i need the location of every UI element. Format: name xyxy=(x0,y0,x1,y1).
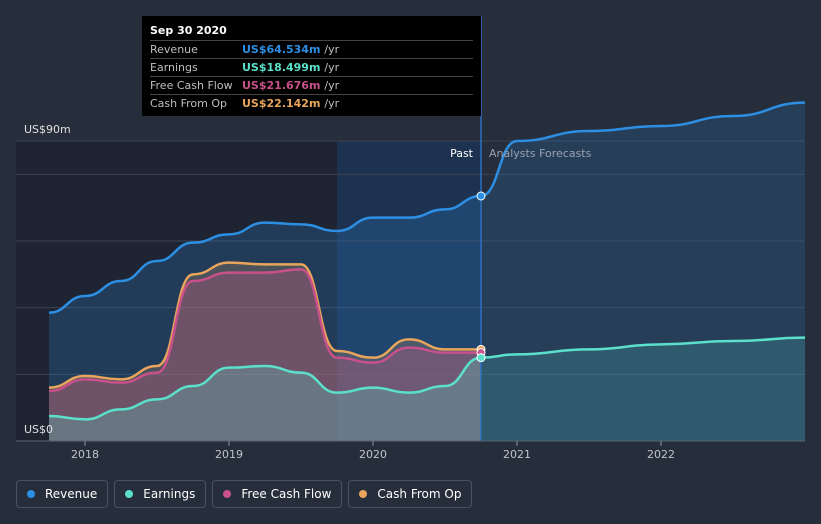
revenue-area xyxy=(49,196,481,441)
tooltip-value: US$64.534m xyxy=(242,43,321,56)
legend-dot-icon xyxy=(359,490,368,498)
forecast-label: Analysts Forecasts xyxy=(489,147,592,160)
x-tick-label: 2021 xyxy=(503,448,531,461)
earnings-marker xyxy=(476,353,486,363)
tooltip: Sep 30 2020 Revenue US$64.534m /yr Earni… xyxy=(142,16,481,116)
tooltip-value: US$21.676m xyxy=(242,79,321,92)
tooltip-row-free-cash-flow: Free Cash Flow US$21.676m /yr xyxy=(150,76,473,94)
tooltip-row-earnings: Earnings US$18.499m /yr xyxy=(150,58,473,76)
legend-dot-icon xyxy=(27,490,35,498)
tooltip-row-cash-from-op: Cash From Op US$22.142m /yr xyxy=(150,94,473,112)
legend-label: Revenue xyxy=(45,487,98,501)
legend-item-earnings[interactable]: Earnings xyxy=(114,480,207,508)
legend-label: Earnings xyxy=(143,487,196,501)
legend-dot-icon xyxy=(125,490,134,498)
legend-item-free-cash-flow[interactable]: Free Cash Flow xyxy=(212,480,343,508)
tooltip-label: Cash From Op xyxy=(150,97,228,110)
legend-label: Cash From Op xyxy=(377,487,462,501)
legend-label: Free Cash Flow xyxy=(241,487,332,501)
revenue-line xyxy=(48,194,482,314)
chart-legend: Revenue Earnings Free Cash Flow Cash Fro… xyxy=(16,480,473,508)
legend-dot-icon xyxy=(223,490,232,498)
y-axis-max-label: US$90m xyxy=(24,123,71,136)
revenue-forecast-line xyxy=(480,101,806,198)
earnings-forecast-area xyxy=(481,337,805,441)
free-cash-flow-line xyxy=(48,268,481,393)
earnings-line xyxy=(48,356,482,421)
revenue-marker xyxy=(476,191,486,201)
legend-item-cash-from-op[interactable]: Cash From Op xyxy=(348,480,473,508)
earnings-forecast-line xyxy=(480,336,806,359)
x-tick-label: 2020 xyxy=(359,448,387,461)
x-tick-label: 2019 xyxy=(215,448,243,461)
legend-item-revenue[interactable]: Revenue xyxy=(16,480,109,508)
tooltip-date: Sep 30 2020 xyxy=(150,24,227,37)
tooltip-label: Earnings xyxy=(150,61,198,74)
earnings-area xyxy=(49,357,481,441)
tooltip-unit: /yr xyxy=(324,79,340,92)
tooltip-value: US$22.142m xyxy=(242,97,321,110)
cash-from-op-area xyxy=(49,262,481,441)
tooltip-row-revenue: Revenue US$64.534m /yr xyxy=(150,40,473,58)
tooltip-unit: /yr xyxy=(324,61,340,74)
tooltip-unit: /yr xyxy=(324,43,340,56)
x-tick-label: 2022 xyxy=(647,448,675,461)
highlight-band xyxy=(337,141,481,441)
tooltip-label: Revenue xyxy=(150,43,198,56)
cash-from-op-line xyxy=(48,261,481,389)
y-axis-min-label: US$0 xyxy=(24,423,53,436)
tooltip-unit: /yr xyxy=(324,97,340,110)
x-tick-label: 2018 xyxy=(71,448,99,461)
revenue-forecast-area xyxy=(481,102,805,442)
tooltip-label: Free Cash Flow xyxy=(150,79,233,92)
past-label: Past xyxy=(450,147,474,160)
tooltip-value: US$18.499m xyxy=(242,61,321,74)
